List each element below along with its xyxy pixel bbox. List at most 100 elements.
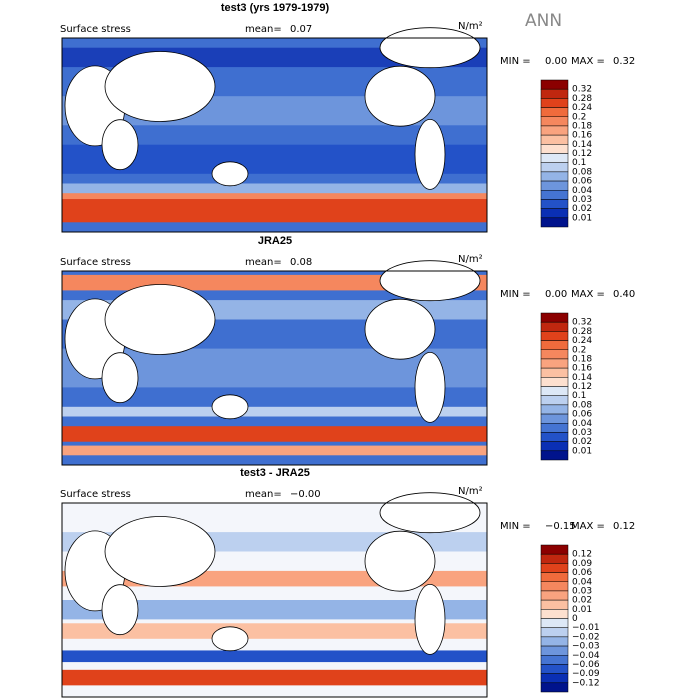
mean-value: 0.08 bbox=[290, 257, 312, 268]
colorbar-swatch bbox=[540, 367, 569, 378]
colorbar-label: 0.08 bbox=[572, 400, 592, 410]
colorbar-swatch bbox=[540, 413, 569, 424]
colorbar-swatch bbox=[540, 563, 569, 573]
continent bbox=[104, 516, 216, 587]
colorbar-swatch bbox=[540, 581, 569, 592]
colorbar-swatch bbox=[540, 395, 569, 406]
variable-label: Surface stress bbox=[60, 489, 131, 500]
colorbar-label: 0.28 bbox=[572, 327, 592, 337]
colorbar-swatch bbox=[540, 673, 569, 684]
colorbar-label: −0.04 bbox=[572, 651, 600, 661]
colorbar-swatch bbox=[540, 441, 569, 452]
colorbar-label: 0.32 bbox=[572, 318, 592, 328]
colorbar-swatch bbox=[540, 609, 569, 619]
max-label: MAX = bbox=[571, 521, 605, 532]
map-frame bbox=[61, 502, 488, 698]
colorbar-swatch bbox=[540, 432, 569, 442]
colorbar-label: −0.01 bbox=[572, 623, 600, 633]
colorbar-label: 0.02 bbox=[572, 437, 592, 447]
mean-value: −0.00 bbox=[290, 489, 321, 500]
panel-title: JRA25 bbox=[258, 235, 292, 247]
colorbar-label: 0.06 bbox=[572, 568, 592, 578]
colorbar-label: 0.08 bbox=[572, 167, 592, 177]
continent bbox=[414, 118, 446, 190]
variable-label: Surface stress bbox=[60, 257, 131, 268]
colorbar-swatch bbox=[540, 331, 569, 341]
colorbar-swatch bbox=[540, 572, 569, 582]
colorbar-label: 0.28 bbox=[572, 94, 592, 104]
continent bbox=[414, 351, 446, 423]
colorbar-swatch bbox=[540, 544, 569, 555]
max-label: MAX = bbox=[571, 289, 605, 300]
colorbar-swatch bbox=[540, 199, 569, 209]
continent bbox=[101, 352, 139, 404]
colorbar-swatch bbox=[540, 423, 569, 433]
colorbar-swatch bbox=[540, 645, 569, 656]
colorbar-label: 0.03 bbox=[572, 586, 592, 596]
colorbar-label: 0.03 bbox=[572, 195, 592, 205]
colorbar-label: 0.12 bbox=[572, 149, 592, 159]
colorbar-label: 0.01 bbox=[572, 446, 592, 456]
units-label: N/m² bbox=[458, 21, 483, 32]
units-label: N/m² bbox=[458, 486, 483, 497]
colorbar-swatch bbox=[540, 386, 569, 396]
continent bbox=[379, 27, 481, 69]
max-value: 0.32 bbox=[613, 56, 635, 67]
colorbar-label: 0.04 bbox=[572, 577, 592, 587]
min-value: 0.00 bbox=[545, 56, 567, 67]
colorbar-swatch bbox=[540, 134, 569, 145]
min-label: MIN = bbox=[500, 289, 531, 300]
colorbar-label: 0.2 bbox=[572, 345, 586, 355]
min-value: 0.00 bbox=[545, 289, 567, 300]
colorbar-label: 0.12 bbox=[572, 550, 592, 560]
colorbar-label: 0.32 bbox=[572, 85, 592, 95]
panel-title: test3 (yrs 1979-1979) bbox=[221, 2, 330, 14]
continent bbox=[104, 284, 216, 355]
map-field bbox=[62, 623, 487, 639]
colorbar-swatch bbox=[540, 171, 569, 182]
colorbar-label: 0.24 bbox=[572, 336, 592, 346]
colorbar-label: 0.2 bbox=[572, 112, 586, 122]
colorbar-label: 0.12 bbox=[572, 382, 592, 392]
map-field bbox=[62, 445, 487, 456]
colorbar-swatch bbox=[540, 79, 569, 90]
colorbar-label: −0.06 bbox=[572, 660, 600, 670]
colorbar-swatch bbox=[540, 107, 569, 117]
colorbar-swatch bbox=[540, 180, 569, 191]
continent bbox=[414, 584, 446, 655]
colorbar-label: 0.03 bbox=[572, 428, 592, 438]
colorbar-label: −0.02 bbox=[572, 632, 600, 642]
colorbar-swatch bbox=[540, 636, 569, 647]
map-frame bbox=[61, 270, 488, 466]
colorbar-swatch bbox=[540, 664, 569, 674]
colorbar-swatch bbox=[540, 655, 569, 665]
colorbar-swatch bbox=[540, 599, 569, 610]
max-label: MAX = bbox=[571, 56, 605, 67]
colorbar-swatch bbox=[540, 125, 569, 136]
colorbar-label: 0.14 bbox=[572, 373, 592, 383]
continent bbox=[379, 492, 481, 534]
continent bbox=[101, 119, 139, 171]
colorbar-swatch bbox=[540, 208, 569, 219]
colorbar-label: 0.01 bbox=[572, 213, 592, 223]
continent bbox=[379, 260, 481, 302]
max-value: 0.12 bbox=[613, 521, 635, 532]
mean-label: mean= bbox=[245, 257, 282, 268]
colorbar-label: 0.02 bbox=[572, 204, 592, 214]
colorbar-label: 0 bbox=[572, 614, 578, 624]
map-field bbox=[62, 426, 487, 442]
colorbar-label: 0.06 bbox=[572, 177, 592, 187]
colorbar-label: 0.09 bbox=[572, 559, 592, 569]
colorbar-swatch bbox=[540, 358, 569, 369]
colorbar-swatch bbox=[540, 321, 569, 332]
colorbar-swatch bbox=[540, 618, 569, 628]
colorbar-swatch bbox=[540, 450, 569, 461]
colorbar-label: 0.14 bbox=[572, 140, 592, 150]
colorbar-label: 0.18 bbox=[572, 121, 592, 131]
colorbar-swatch bbox=[540, 116, 569, 127]
colorbar-label: 0.04 bbox=[572, 186, 592, 196]
colorbar-label: 0.01 bbox=[572, 605, 592, 615]
colorbar-swatch bbox=[540, 553, 569, 564]
mean-label: mean= bbox=[245, 489, 282, 500]
